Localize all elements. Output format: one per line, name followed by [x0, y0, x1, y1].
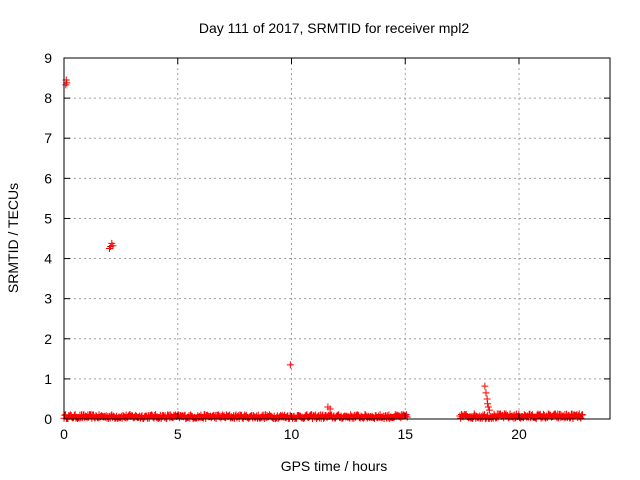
data-point — [578, 411, 586, 419]
data-point — [510, 414, 518, 422]
y-tick-label: 1 — [44, 371, 52, 387]
y-axis-label: SRMTID / TECUs — [5, 183, 21, 293]
y-tick-label: 5 — [44, 210, 52, 226]
data-point — [577, 414, 585, 422]
data-points — [60, 76, 586, 423]
y-tick-label: 4 — [44, 251, 52, 267]
y-tick-label: 8 — [44, 90, 52, 106]
data-point-outlier — [326, 405, 334, 413]
y-tick-label: 6 — [44, 170, 52, 186]
y-tick-label: 9 — [44, 50, 52, 66]
data-point-outlier — [286, 361, 294, 369]
grid-lines — [64, 58, 610, 419]
x-tick-label: 5 — [174, 426, 182, 442]
y-tick-label: 7 — [44, 130, 52, 146]
data-point-outlier — [485, 406, 493, 414]
data-point-outlier — [482, 389, 490, 397]
data-point-outlier — [62, 81, 70, 89]
x-axis-label: GPS time / hours — [281, 458, 388, 474]
x-tick-label: 0 — [60, 426, 68, 442]
data-point-outlier — [481, 382, 489, 390]
data-point-outlier — [109, 242, 117, 250]
data-point — [578, 411, 586, 419]
chart-title: Day 111 of 2017, SRMTID for receiver mpl… — [199, 20, 469, 36]
axis-ticks: 0 5 10 15 20 0 1 2 3 4 5 6 7 8 9 — [44, 50, 610, 442]
x-tick-label: 20 — [511, 426, 527, 442]
x-tick-label: 15 — [397, 426, 413, 442]
y-tick-label: 2 — [44, 331, 52, 347]
data-point-outlier — [484, 400, 492, 408]
x-tick-label: 10 — [284, 426, 300, 442]
y-tick-label: 0 — [44, 411, 52, 427]
plot-frame — [63, 57, 611, 420]
y-tick-label: 3 — [44, 291, 52, 307]
data-point-outlier — [484, 403, 492, 411]
